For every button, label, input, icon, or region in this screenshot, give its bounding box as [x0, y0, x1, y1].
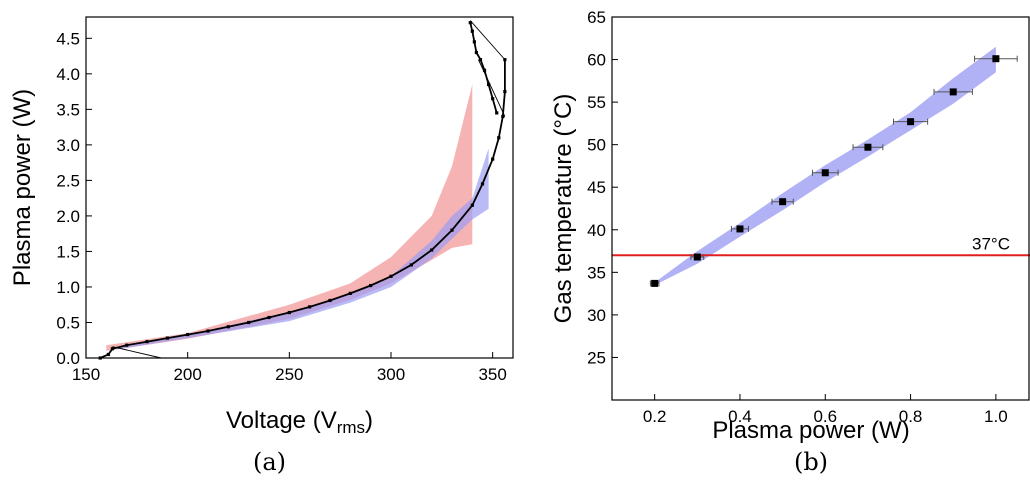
- data-point: [206, 329, 210, 333]
- panel-b-y-axis-title: Gas temperature (°C): [550, 94, 577, 324]
- panel-b-band: [654, 46, 996, 286]
- connector-line-2: [478, 59, 506, 117]
- data-point: [430, 248, 434, 252]
- panel-a-points: [98, 21, 507, 360]
- y-tick-label: 3.5: [56, 100, 80, 119]
- data-point: [864, 143, 872, 151]
- y-tick-label: 50: [587, 136, 606, 155]
- y-tick-label: 3.0: [56, 136, 80, 155]
- y-tick-label: 0.0: [56, 349, 80, 368]
- y-tick-label: 45: [587, 178, 606, 197]
- data-point: [110, 347, 115, 351]
- data-point: [693, 253, 701, 261]
- panel-a-caption: (a): [253, 448, 286, 476]
- y-tick-label: 1.0: [56, 278, 80, 297]
- connector-line-1: [469, 20, 506, 60]
- data-point: [497, 136, 501, 140]
- x-tick-label: 300: [377, 365, 405, 384]
- data-point: [478, 58, 483, 62]
- data-point: [907, 118, 915, 126]
- data-point: [491, 97, 495, 101]
- data-point: [949, 88, 957, 96]
- x-tick-label: 350: [478, 365, 506, 384]
- band-blue: [654, 46, 996, 286]
- data-point: [472, 40, 476, 44]
- x-tick-label: 0.2: [643, 407, 667, 426]
- y-tick-label: 25: [587, 348, 606, 367]
- data-point: [389, 274, 393, 278]
- y-tick-label: 40: [587, 221, 606, 240]
- panel-b-reference-label: 37°C: [972, 234, 1010, 253]
- data-point: [495, 111, 499, 115]
- x-tick-label: 1.0: [984, 407, 1008, 426]
- panel-b-x-axis-title: Plasma power (W): [712, 417, 909, 444]
- connector-line-0: [112, 346, 162, 359]
- data-point: [480, 182, 485, 186]
- data-point: [503, 89, 507, 94]
- data-point: [145, 340, 149, 344]
- data-point: [491, 157, 495, 161]
- panel-b-caption: (b): [794, 448, 828, 476]
- y-tick-label: 55: [587, 93, 606, 112]
- data-point: [821, 169, 829, 177]
- x-tick-label: 0.4: [728, 407, 752, 426]
- panel-a: 150 200 250 300 350 0.0 0.5 1.0 1.5 2.0 2.5 3.0 3.5 4…: [9, 16, 514, 476]
- data-point: [226, 325, 230, 329]
- data-point: [267, 315, 271, 320]
- x-tick-label: 150: [72, 365, 100, 384]
- data-point: [125, 343, 129, 347]
- data-point: [468, 21, 472, 25]
- data-point: [186, 332, 190, 337]
- data-point: [308, 305, 312, 309]
- data-point: [247, 320, 251, 325]
- data-point: [736, 225, 744, 233]
- panel-a-ticks: 150 200 250 300 350 0.0 0.5 1.0 1.5 2.0 2.5 3.0 3.5 4…: [56, 29, 506, 384]
- y-tick-label: 60: [587, 51, 606, 70]
- data-point: [474, 50, 478, 55]
- data-point: [992, 55, 1000, 63]
- x-tick-label: 0.8: [899, 407, 923, 426]
- data-point: [409, 263, 413, 267]
- data-point: [470, 29, 474, 33]
- data-point: [503, 58, 507, 62]
- data-point: [369, 283, 373, 288]
- data-point: [470, 203, 474, 207]
- x-tick-label: 250: [275, 365, 303, 384]
- data-point: [487, 82, 491, 87]
- data-point: [348, 291, 352, 295]
- panel-a-x-axis-title: Voltage (Vrms): [226, 407, 373, 437]
- y-tick-label: 0.5: [56, 313, 80, 332]
- y-tick-label: 35: [587, 263, 606, 282]
- data-point: [287, 310, 291, 315]
- y-tick-label: 1.5: [56, 242, 80, 261]
- panel-b-ticks: 0.2 0.4 0.6 0.8 1.0 25 30 35 40 45 50 55 60 65: [587, 8, 1008, 426]
- y-tick-label: 30: [587, 306, 606, 325]
- data-point: [106, 352, 110, 357]
- data-point: [651, 279, 659, 287]
- y-tick-label: 2.5: [56, 171, 80, 190]
- y-tick-label: 4.5: [56, 29, 80, 48]
- y-tick-label: 65: [587, 8, 606, 27]
- data-point: [165, 336, 169, 340]
- data-point: [779, 198, 787, 206]
- panel-a-plot-frame: [85, 16, 514, 359]
- data-point: [501, 114, 505, 119]
- panel-b-plot-frame: [611, 16, 1030, 401]
- data-point: [482, 68, 487, 72]
- y-tick-label: 2.0: [56, 207, 80, 226]
- panel-b-points: [649, 55, 1018, 287]
- x-tick-label: 200: [173, 365, 201, 384]
- data-point: [450, 228, 454, 232]
- x-tick-label: 0.6: [813, 407, 837, 426]
- panel-a-connectors: [112, 20, 506, 359]
- panel-a-y-axis-title: Plasma power (W): [9, 89, 36, 286]
- data-point: [328, 298, 332, 303]
- panel-b: 37°C 0.2 0.4 0.6 0.8 1.0 25 30 35 40 45 50 55 60 65 P…: [550, 8, 1030, 476]
- y-tick-label: 4.0: [56, 65, 80, 84]
